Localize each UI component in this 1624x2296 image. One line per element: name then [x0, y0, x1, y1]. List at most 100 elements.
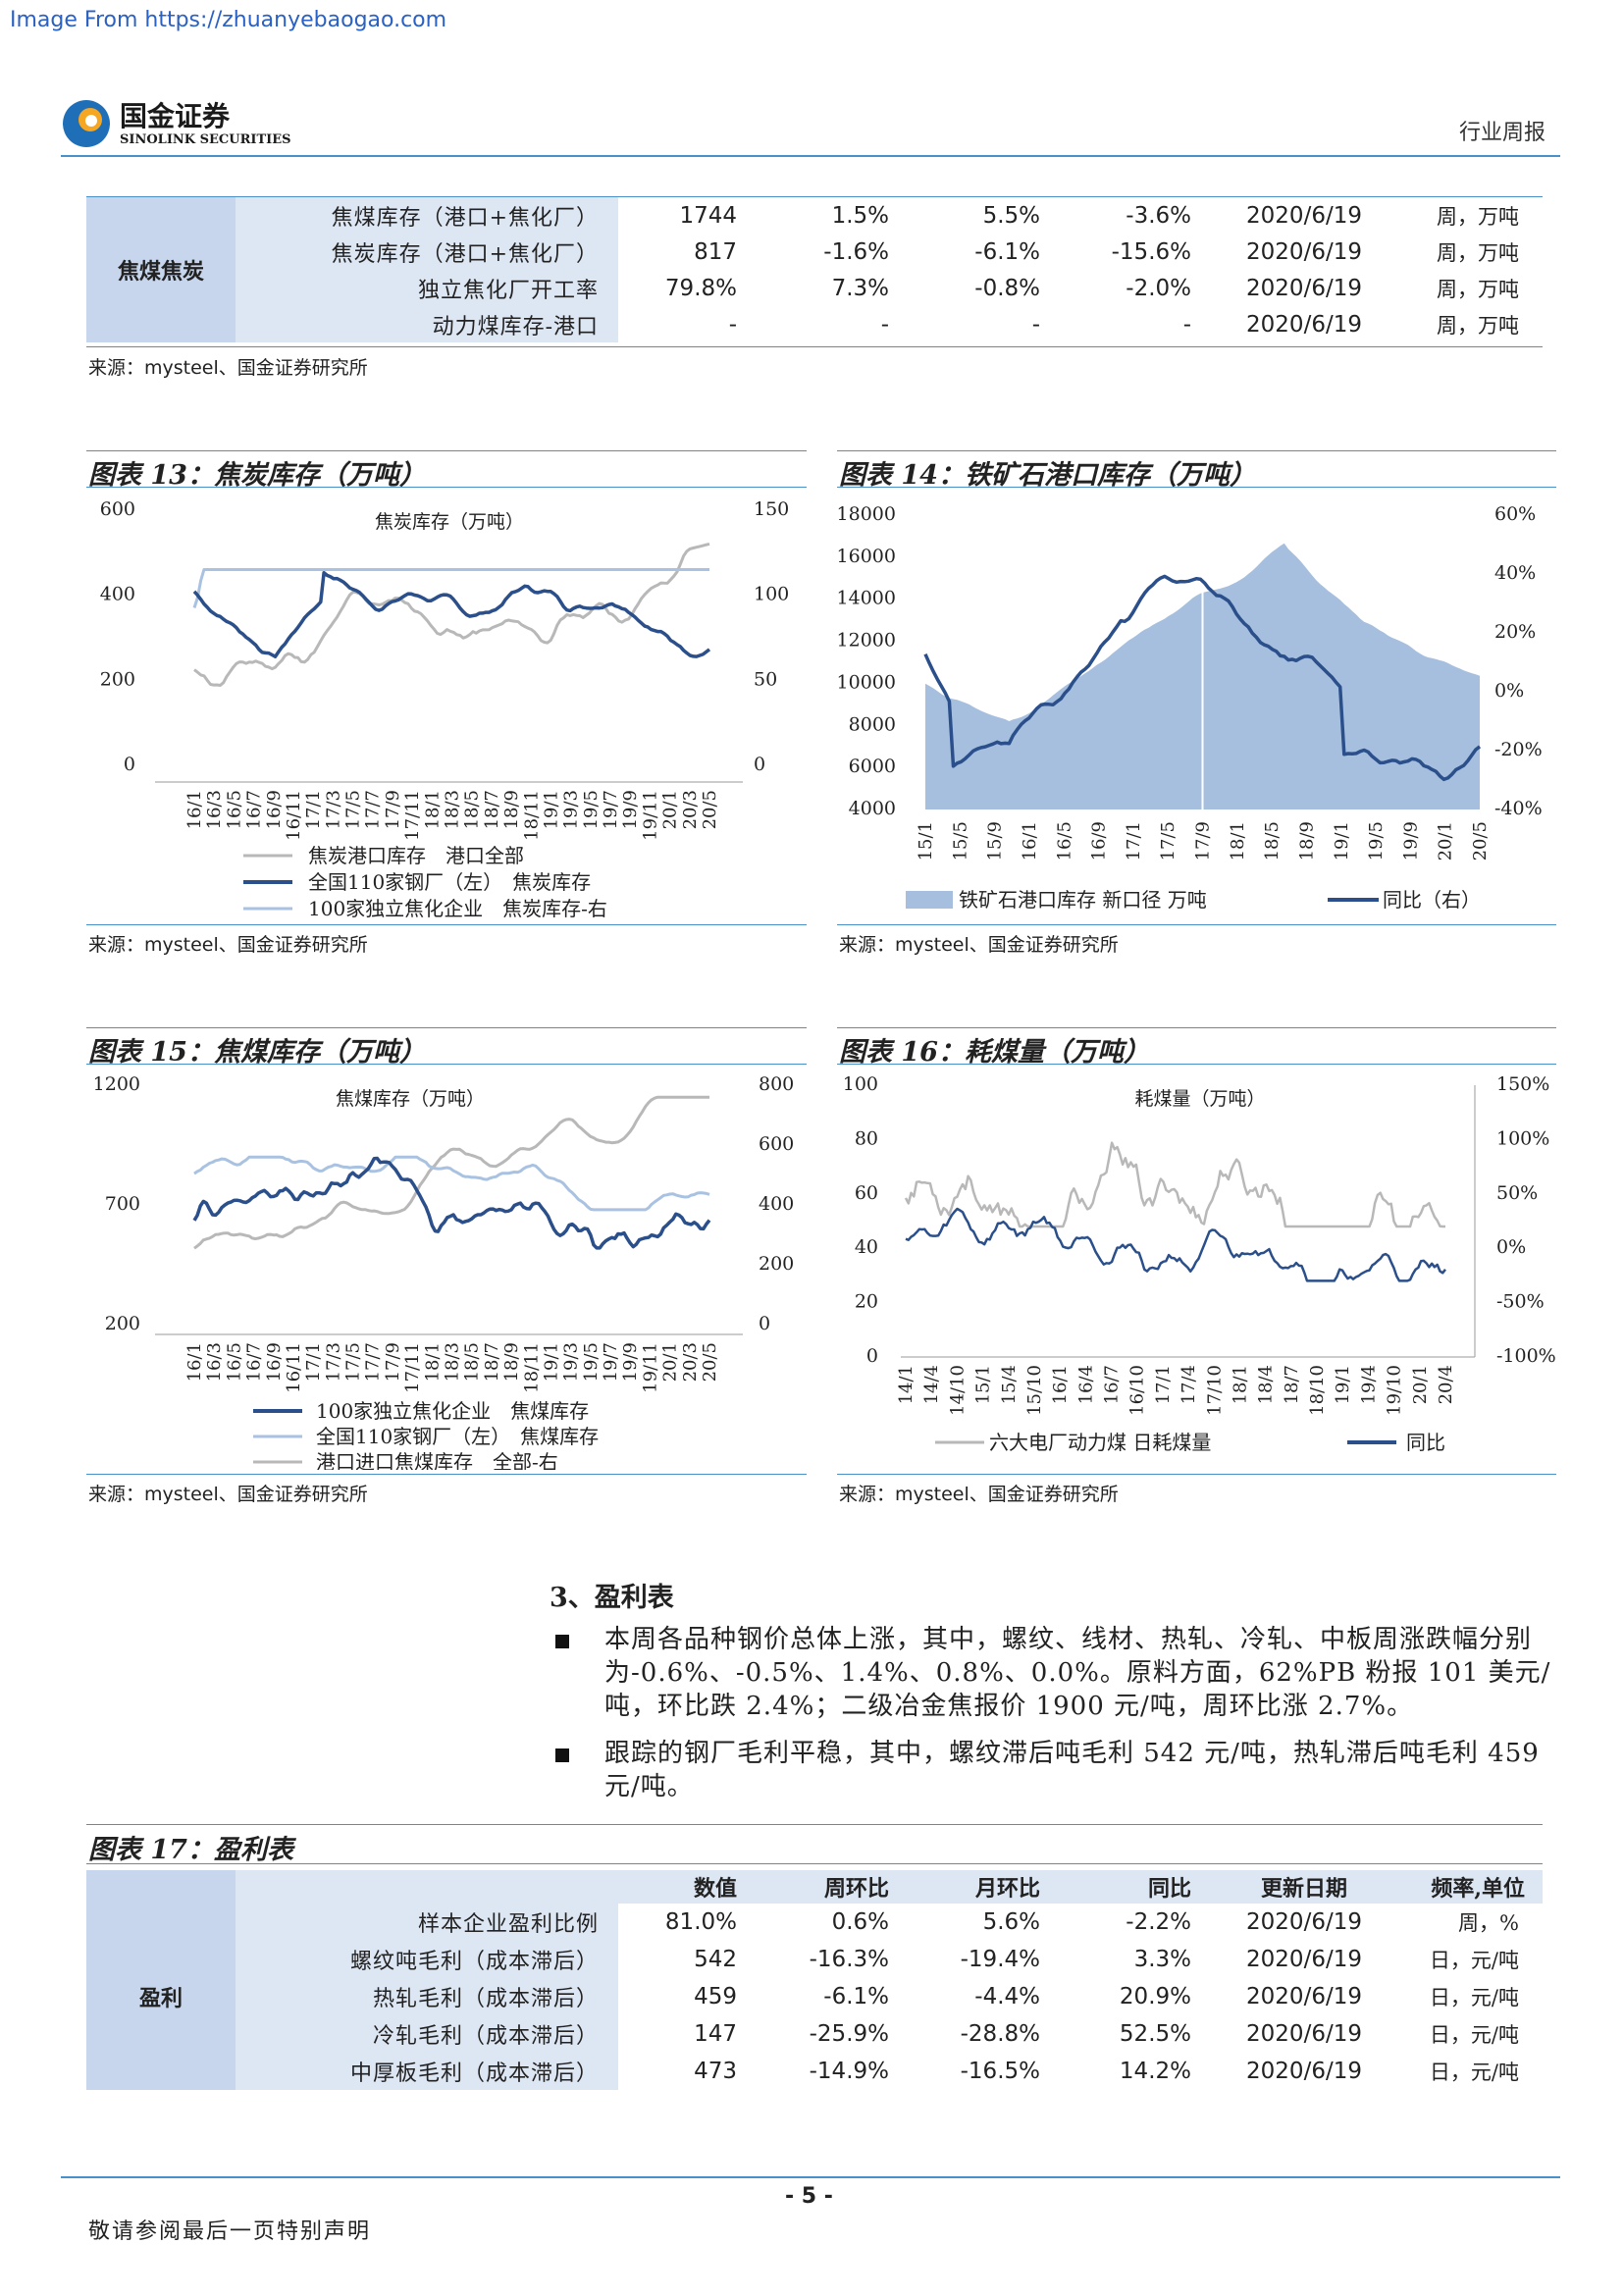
x-tick: 16/5	[224, 790, 244, 829]
profit-table: 数值 周环比 月环比 同比 更新日期 频率,单位 盈利 样本企业盈利比例 81.0% 0.6% 5…	[86, 1870, 1543, 2090]
profit-section-cell: 盈利	[86, 1904, 236, 2090]
cell-yoy: 52.5%	[1072, 2015, 1223, 2053]
row-label: 动力煤库存-港口	[236, 306, 618, 342]
x-tick: 18/9	[1296, 821, 1317, 861]
x-tick: 14/10	[947, 1365, 968, 1416]
y-right-tick: 150	[754, 498, 789, 520]
x-tick: 16/5	[1054, 821, 1074, 861]
section3-bullet-2: 跟踪的钢厂毛利平稳，其中，螺纹滞后吨毛利 542 元/吨，热轧滞后吨毛利 459…	[604, 1737, 1566, 1803]
cell-freq: 日，元/吨	[1386, 2015, 1543, 2053]
x-tick: 14/4	[921, 1365, 942, 1404]
legend-label: 同比	[1406, 1431, 1445, 1454]
x-tick: 19/5	[581, 1342, 602, 1382]
y-left-tick: 16000	[837, 546, 896, 567]
cell-mom: -16.5%	[920, 2053, 1072, 2090]
y-left-tick: 400	[100, 584, 135, 605]
series-independent-coke	[194, 570, 709, 608]
chart-inner-title: 耗煤量（万吨）	[1134, 1088, 1265, 1110]
row-label: 冷轧毛利（成本滞后）	[236, 2015, 618, 2053]
cell-mom: -6.1%	[920, 234, 1072, 270]
cell-wow: -14.9%	[768, 2053, 920, 2090]
x-tick: 16/7	[244, 1342, 265, 1382]
logo-mark-icon: 国金证券 SINOLINK SECURITIES	[61, 98, 296, 149]
table-row: 焦炭库存（港口+焦化厂） 817 -1.6% -6.1% -15.6% 2020/6/19…	[86, 234, 1543, 270]
x-tick: 18/1	[1228, 821, 1248, 861]
x-tick: 16/1	[1050, 1365, 1071, 1404]
table-row: 热轧毛利（成本滞后） 459 -6.1% -4.4% 20.9% 2020/6/19 日，元…	[86, 1978, 1543, 2015]
cell-yoy: 20.9%	[1072, 1978, 1223, 2015]
x-tick: 16/4	[1075, 1365, 1096, 1404]
x-tick: 16/7	[244, 790, 265, 829]
x-tick: 15/4	[999, 1365, 1020, 1404]
y-right-tick: 0%	[1496, 1236, 1526, 1258]
fig14-chart: 180001600014000120001000080006000400060%…	[837, 491, 1556, 922]
x-tick: 17/5	[343, 1342, 364, 1382]
fig14-top-rule	[837, 450, 1556, 451]
cell-value: 459	[618, 1978, 768, 2015]
x-tick: 18/9	[501, 790, 522, 829]
cell-date: 2020/6/19	[1223, 2015, 1386, 2053]
fig14-bottom-rule	[837, 924, 1556, 925]
x-tick: 17/3	[323, 790, 343, 829]
y-right-tick: 200	[759, 1253, 794, 1275]
x-tick: 16/5	[224, 1342, 244, 1382]
cell-value: 81.0%	[618, 1904, 768, 1941]
logo-en-text: SINOLINK SECURITIES	[120, 132, 291, 147]
bullet-square-icon	[555, 1748, 569, 1762]
row-label: 独立焦化厂开工率	[236, 270, 618, 306]
x-tick: 19/1	[1333, 1365, 1353, 1404]
x-tick: 20/5	[1470, 821, 1491, 861]
y-left-tick: 700	[105, 1193, 140, 1215]
x-tick: 17/9	[1193, 821, 1214, 861]
x-tick: 19/3	[561, 1342, 582, 1382]
x-tick: 17/7	[363, 790, 384, 829]
x-tick: 15/1	[973, 1365, 994, 1404]
y-left-tick: 0	[124, 754, 135, 775]
cell-freq: 周，%	[1386, 1904, 1543, 1941]
x-tick: 19/7	[601, 790, 621, 829]
x-tick: 18/10	[1307, 1365, 1328, 1416]
watermark-link[interactable]: Image From https://zhuanyebaogao.com	[10, 8, 446, 32]
cell-mom: -	[920, 306, 1072, 342]
x-tick: 17/1	[303, 1342, 324, 1382]
x-tick: 19/9	[1400, 821, 1421, 861]
x-tick: 19/1	[1332, 821, 1352, 861]
x-tick: 17/11	[402, 790, 423, 841]
top-table-bottom-rule	[86, 346, 1543, 347]
x-tick: 18/1	[422, 1342, 443, 1382]
cell-value: 79.8%	[618, 270, 768, 306]
x-tick: 18/5	[462, 790, 483, 829]
fig13-title-rule	[86, 487, 807, 488]
y-left-tick: 80	[855, 1127, 878, 1149]
fig15-bottom-rule	[86, 1474, 807, 1475]
chart-inner-title: 焦炭库存（万吨）	[375, 511, 524, 533]
cell-wow: -	[768, 306, 920, 342]
fig16-bottom-rule	[837, 1474, 1556, 1475]
source-note-top: 来源：mysteel、国金证券研究所	[88, 353, 368, 380]
x-tick: 19/5	[1366, 821, 1387, 861]
series-daily-coal-consumption	[906, 1143, 1445, 1226]
page-number: - 5 -	[785, 2184, 833, 2209]
x-tick: 19/11	[640, 1342, 660, 1393]
x-tick: 20/4	[1436, 1365, 1456, 1404]
x-tick: 19/7	[601, 1342, 621, 1382]
header-rule	[61, 155, 1560, 157]
x-tick: 16/9	[1089, 821, 1110, 861]
row-label: 焦炭库存（港口+焦化厂）	[236, 234, 618, 270]
fig15-source: 来源：mysteel、国金证券研究所	[88, 1480, 368, 1506]
cell-date: 2020/6/19	[1223, 2053, 1386, 2090]
footer-disclaimer-link[interactable]: 敬请参阅最后一页特别声明	[88, 2214, 371, 2245]
legend-label: 铁矿石港口库存 新口径 万吨	[959, 888, 1207, 912]
legend-label: 六大电厂动力煤 日耗煤量	[989, 1431, 1211, 1454]
cell-wow: -1.6%	[768, 234, 920, 270]
x-tick: 18/3	[443, 1342, 463, 1382]
x-tick: 20/5	[700, 1342, 720, 1382]
x-tick: 19/1	[541, 1342, 561, 1382]
row-label: 热轧毛利（成本滞后）	[236, 1978, 618, 2015]
cell-wow: -25.9%	[768, 2015, 920, 2053]
cell-date: 2020/6/19	[1223, 197, 1386, 234]
y-right-tick: 400	[759, 1193, 794, 1215]
row-label: 焦煤库存（港口+焦化厂）	[236, 197, 618, 234]
x-tick: 19/11	[640, 790, 660, 841]
x-tick: 16/1	[184, 790, 205, 829]
